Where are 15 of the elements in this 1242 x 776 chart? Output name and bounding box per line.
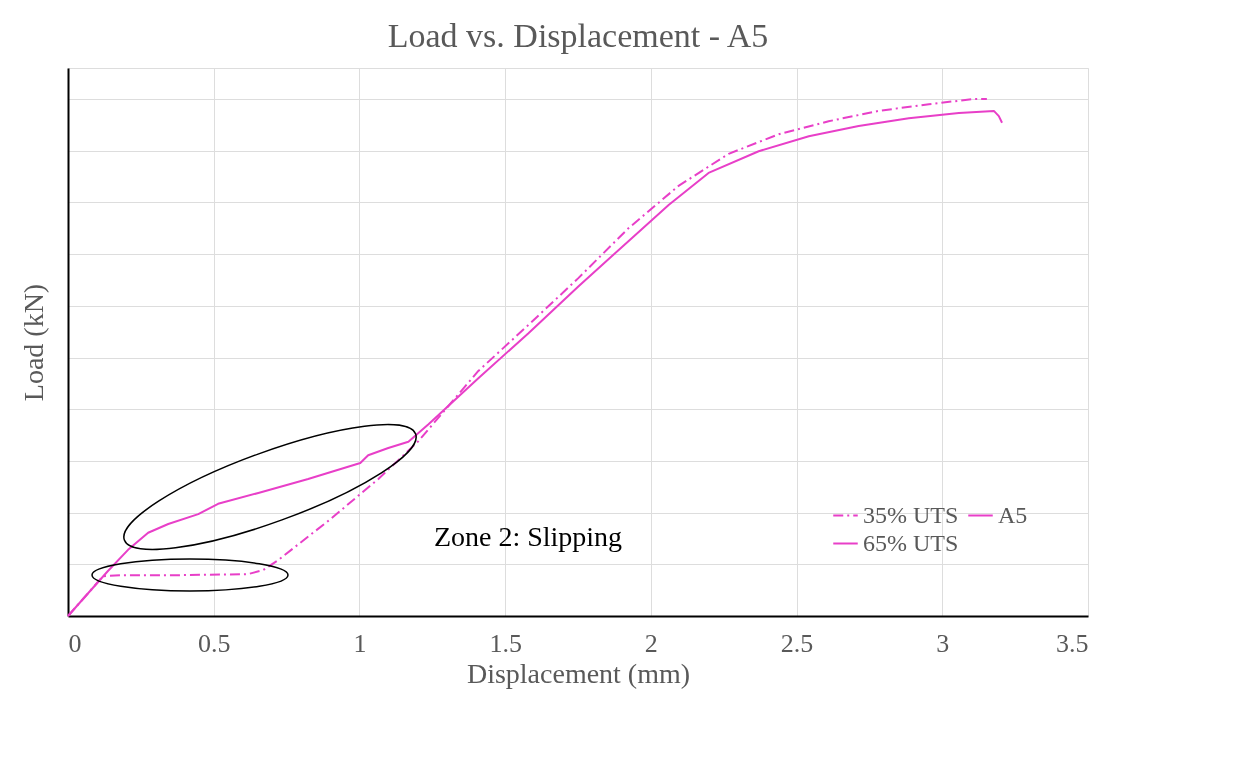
x-tick-label: 3 [936, 628, 950, 658]
y-axis-title: Load (kN) [17, 283, 49, 402]
legend-label: 65% UTS [863, 529, 959, 556]
annotation: Zone 2: Slipping [433, 521, 623, 552]
x-tick-label: 1 [353, 628, 367, 658]
x-tick-label: 2.5 [780, 628, 814, 658]
legend-label: 35% UTS [863, 501, 959, 528]
legend-title: A5 [998, 501, 1028, 528]
x-tick-label: 0.5 [197, 628, 231, 658]
x-tick-label: 1.5 [489, 628, 522, 658]
x-tick-label: 2 [644, 628, 658, 658]
chart-title: Load vs. Displacement - A5 [387, 17, 769, 54]
x-tick-label: 3.5 [1056, 628, 1089, 658]
x-tick-label: 0 [68, 628, 82, 658]
x-axis-title: Displacement (mm) [466, 657, 691, 689]
